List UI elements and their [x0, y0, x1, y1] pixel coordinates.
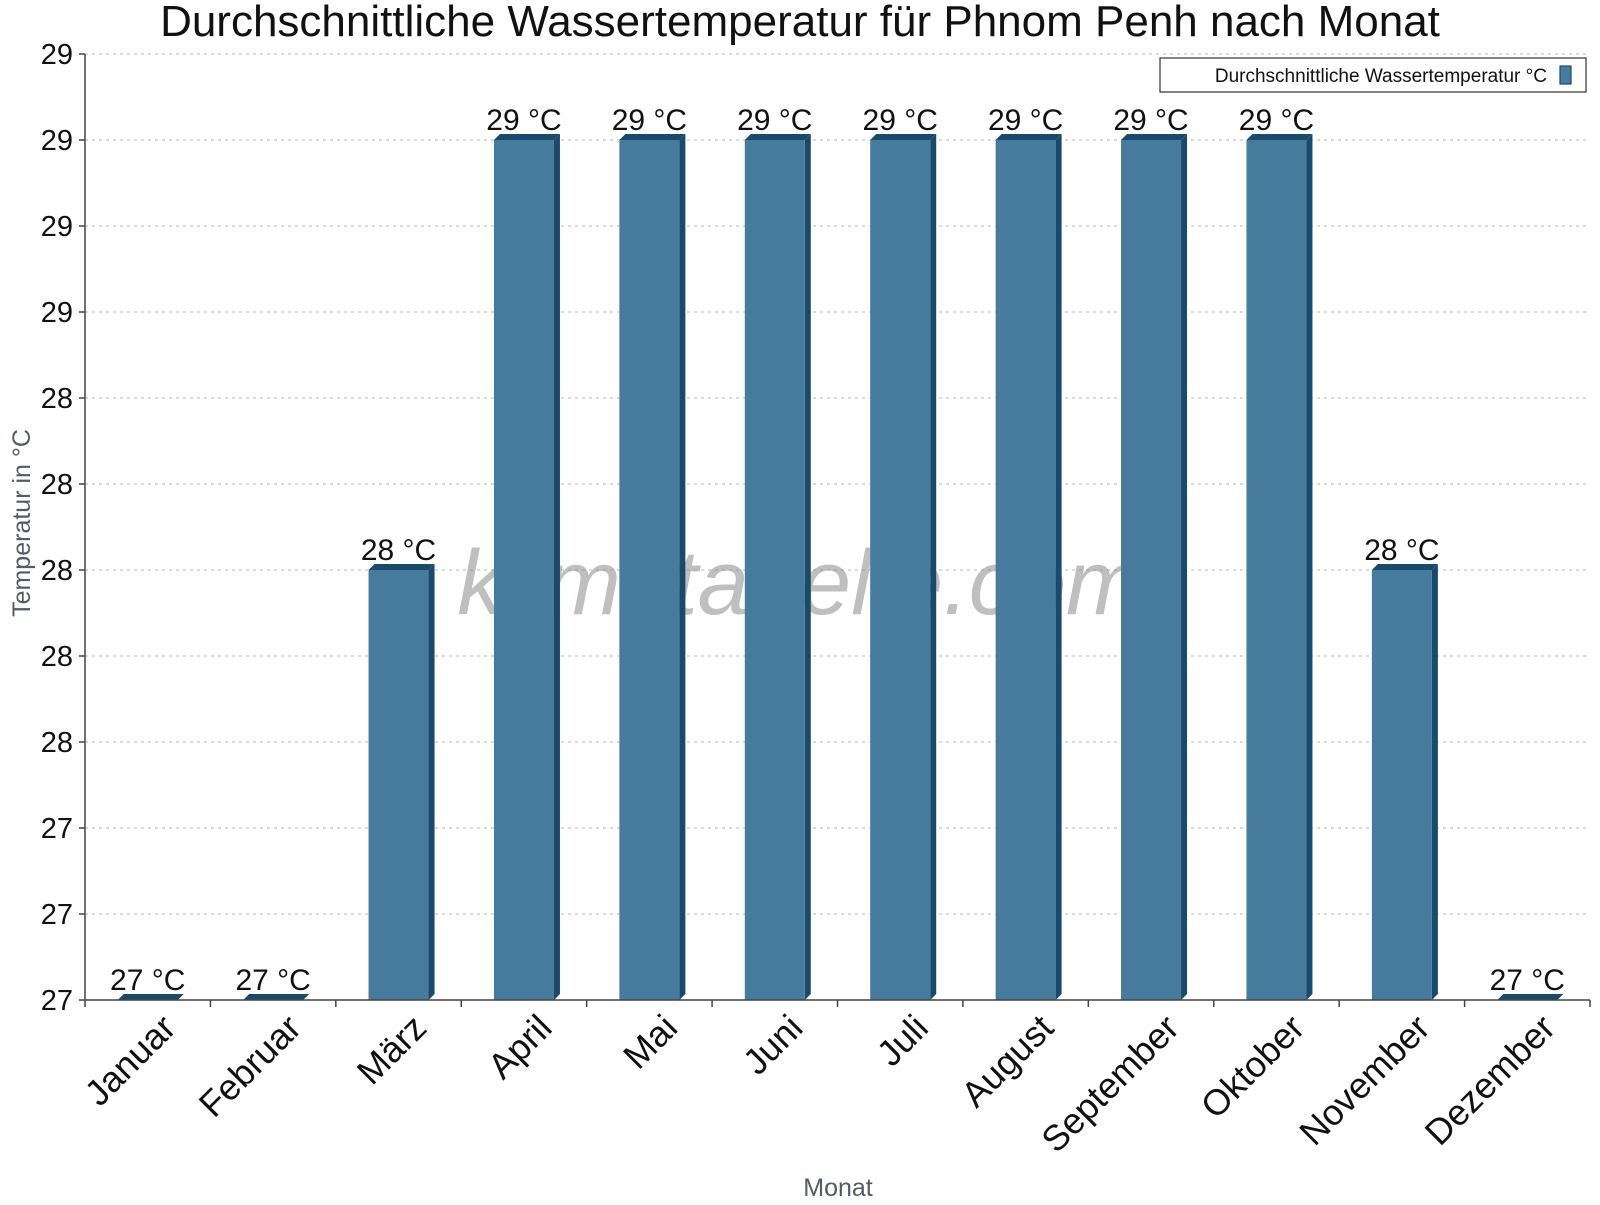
y-tick-label-4: 28 — [41, 641, 73, 673]
data-label-7: 29 °C — [988, 104, 1063, 137]
legend-swatch — [1559, 65, 1572, 85]
bar-side-2 — [428, 564, 435, 1000]
y-tick-label-11: 29 — [41, 39, 73, 71]
bar-face-7 — [995, 140, 1056, 1000]
bar-4 — [619, 134, 686, 1000]
x-tick-label-2: März — [349, 1007, 435, 1093]
y-tick-label-0: 27 — [41, 985, 73, 1017]
data-label-3: 29 °C — [486, 104, 561, 137]
y-tick-label-6: 28 — [41, 469, 73, 501]
y-tick-label-5: 28 — [41, 555, 73, 587]
x-tick-label-10: November — [1291, 1007, 1437, 1153]
bar-face-9 — [1246, 140, 1307, 1000]
data-label-9: 29 °C — [1239, 104, 1314, 137]
bar-side-10 — [1431, 564, 1438, 1000]
bar-face-2 — [368, 570, 429, 1000]
bar-side-7 — [1055, 134, 1062, 1000]
data-labels: 27 °C 27 °C 28 °C 29 °C 29 °C 29 °C 29 °C 29 °C… — [110, 104, 1565, 997]
bar-top-6 — [870, 134, 937, 140]
bar-face-8 — [1121, 140, 1182, 1000]
bar-top-10 — [1371, 564, 1438, 570]
bar-face-10 — [1371, 570, 1432, 1000]
data-label-0: 27 °C — [110, 964, 185, 997]
x-tick-label-11: Dezember — [1417, 1007, 1563, 1153]
bar-side-6 — [930, 134, 937, 1000]
bar-1 — [243, 994, 310, 1000]
bar-0 — [117, 994, 184, 1000]
y-axis-title: Temperatur in °C — [8, 429, 36, 617]
bar-face-6 — [870, 140, 931, 1000]
bar-top-11 — [1497, 994, 1564, 1000]
bars — [117, 134, 1564, 1000]
bar-top-4 — [619, 134, 686, 140]
bar-6 — [870, 134, 937, 1000]
x-tick-label-4: Mai — [615, 1007, 685, 1077]
y-tick-label-10: 29 — [41, 125, 73, 157]
x-tick-label-7: August — [953, 1007, 1061, 1115]
legend-entry-label: Durchschnittliche Wassertemperatur °C — [1215, 66, 1547, 87]
bar-face-3 — [493, 140, 554, 1000]
x-tick-label-6: Juli — [869, 1007, 936, 1074]
bar-top-3 — [493, 134, 560, 140]
bar-top-1 — [243, 994, 310, 1000]
data-label-8: 29 °C — [1113, 104, 1188, 137]
bar-side-8 — [1181, 134, 1188, 1000]
data-label-1: 27 °C — [235, 964, 310, 997]
bar-8 — [1121, 134, 1188, 1000]
bar-11 — [1497, 994, 1564, 1000]
y-tick-label-8: 29 — [41, 297, 73, 329]
data-label-2: 28 °C — [361, 534, 436, 567]
data-label-11: 27 °C — [1490, 964, 1565, 997]
bar-face-4 — [619, 140, 680, 1000]
y-tick-label-2: 27 — [41, 813, 73, 845]
bar-side-3 — [553, 134, 560, 1000]
data-label-10: 28 °C — [1364, 534, 1439, 567]
bar-face-5 — [744, 140, 805, 1000]
bar-top-8 — [1121, 134, 1188, 140]
bar-side-5 — [804, 134, 811, 1000]
data-label-6: 29 °C — [863, 104, 938, 137]
bar-top-0 — [117, 994, 184, 1000]
x-tick-label-1: Februar — [191, 1007, 309, 1125]
bar-5 — [744, 134, 811, 1000]
bar-top-2 — [368, 564, 435, 570]
x-tick-label-8: September — [1033, 1007, 1187, 1161]
x-tick-label-3: April — [480, 1007, 560, 1087]
x-axis-ticks: Januar Februar März April Mai Juni Juli AugustS… — [77, 1000, 1591, 1161]
x-tick-label-0: Januar — [77, 1007, 184, 1114]
bar-2 — [368, 564, 435, 1000]
legend: Durchschnittliche Wassertemperatur °C — [1159, 57, 1587, 93]
y-tick-label-7: 28 — [41, 383, 73, 415]
y-axis-ticks: 27 27 27 28 28 28 28 28 29 29 29 29 — [41, 39, 85, 1017]
bar-top-5 — [744, 134, 811, 140]
y-tick-label-9: 29 — [41, 211, 73, 243]
bar-9 — [1246, 134, 1313, 1000]
grid-lines — [85, 53, 1590, 915]
data-label-5: 29 °C — [737, 104, 812, 137]
bar-top-9 — [1246, 134, 1313, 140]
y-tick-label-3: 28 — [41, 727, 73, 759]
chart-title: Durchschnittliche Wassertemperatur für P… — [160, 0, 1440, 46]
x-tick-label-5: Juni — [735, 1007, 811, 1083]
y-tick-label-1: 27 — [41, 899, 73, 931]
bar-7 — [995, 134, 1062, 1000]
x-tick-label-9: Oktober — [1193, 1007, 1313, 1127]
x-axis-title: Monat — [803, 1174, 873, 1200]
axes — [84, 54, 1590, 1001]
data-label-4: 29 °C — [612, 104, 687, 137]
bar-side-9 — [1306, 134, 1313, 1000]
bar-10 — [1371, 564, 1438, 1000]
bar-3 — [493, 134, 560, 1000]
bar-top-7 — [995, 134, 1062, 140]
bar-side-4 — [679, 134, 686, 1000]
legend-box — [1159, 57, 1587, 93]
